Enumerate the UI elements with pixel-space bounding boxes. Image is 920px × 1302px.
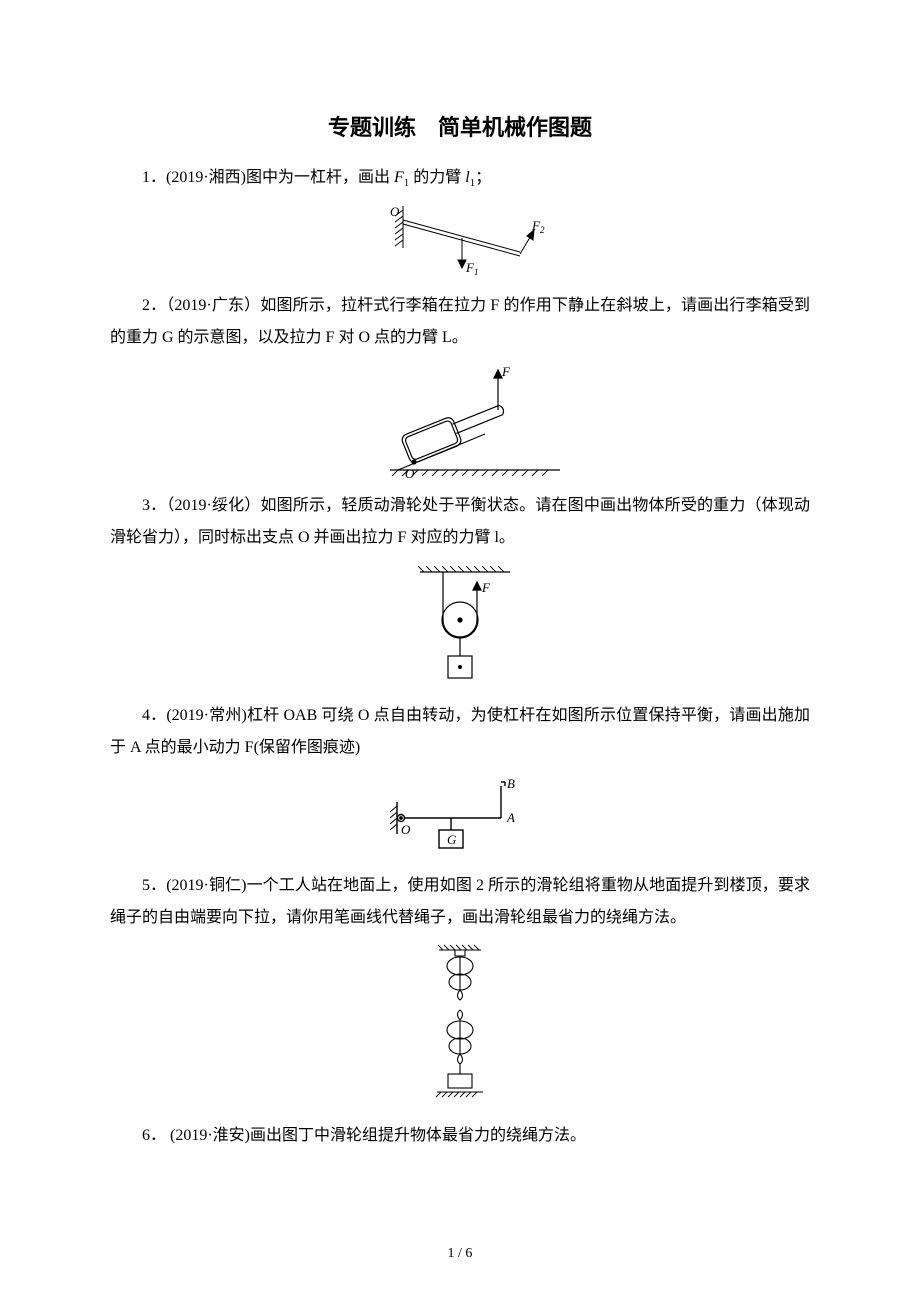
fig2-F: F bbox=[501, 364, 511, 379]
p1-prefix: 1．(2019·湘西)图中为一杠杆，画出 bbox=[142, 169, 394, 186]
fig4-A: A bbox=[506, 810, 515, 825]
problem-6: 6． (2019·淮安)画出图丁中滑轮组提升物体最省力的绕绳方法。 bbox=[110, 1120, 810, 1152]
figure-5 bbox=[415, 942, 505, 1112]
page-title: 专题训练 简单机械作图题 bbox=[110, 110, 810, 142]
problem-2: 2．（2019·广东）如图所示，拉杆式行李箱在拉力 F 的作用下静止在斜坡上，请… bbox=[110, 290, 810, 354]
problem-4: 4．(2019·常州)杠杆 OAB 可绕 O 点自由转动，为使杠杆在如图所示位置… bbox=[110, 700, 810, 764]
svg-text:F2: F2 bbox=[531, 218, 545, 235]
fig4-B: B bbox=[507, 776, 515, 791]
problem-1: 1．(2019·湘西)图中为一杠杆，画出 F1 的力臂 l1； bbox=[110, 162, 810, 194]
problem-3: 3．（2019·绥化）如图所示，轻质动滑轮处于平衡状态。请在图中画出物体所受的重… bbox=[110, 490, 810, 554]
figure-3: F bbox=[390, 562, 530, 692]
p1-mid: 的力臂 bbox=[409, 169, 465, 186]
fig3-F: F bbox=[481, 580, 491, 595]
problem-5: 5．(2019·铜仁)一个工人站在地面上，使用如图 2 所示的滑轮组将重物从地面… bbox=[110, 870, 810, 934]
p1-f1: F bbox=[394, 169, 404, 186]
svg-text:F1: F1 bbox=[465, 260, 478, 277]
figure-4: O A B G bbox=[375, 772, 545, 862]
figure-2: F O bbox=[350, 362, 570, 482]
page-number: 1 / 6 bbox=[0, 1246, 920, 1262]
fig4-O: O bbox=[401, 822, 411, 837]
fig1-F1sub: 1 bbox=[474, 267, 479, 277]
figure-1: O F1 F2 bbox=[370, 202, 550, 282]
fig2-O: O bbox=[405, 466, 415, 481]
fig1-F2sub: 2 bbox=[540, 225, 545, 235]
p1-suffix: ； bbox=[475, 169, 491, 186]
fig1-O: O bbox=[390, 204, 400, 219]
fig4-G: G bbox=[447, 832, 457, 847]
page: 专题训练 简单机械作图题 1．(2019·湘西)图中为一杠杆，画出 F1 的力臂… bbox=[0, 0, 920, 1302]
